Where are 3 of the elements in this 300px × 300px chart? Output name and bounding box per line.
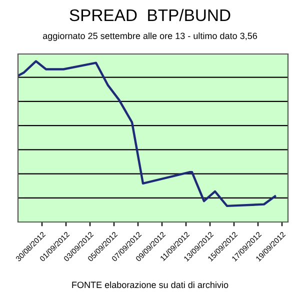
chart-title: SPREAD BTP/BUND — [70, 8, 230, 22]
chart-subtitle: aggiornato 25 settembre alle ore 13 - ultimo dato 3,56 — [42, 32, 258, 41]
source-note: FONTE elaborazione su dati di archivio — [72, 281, 228, 288]
